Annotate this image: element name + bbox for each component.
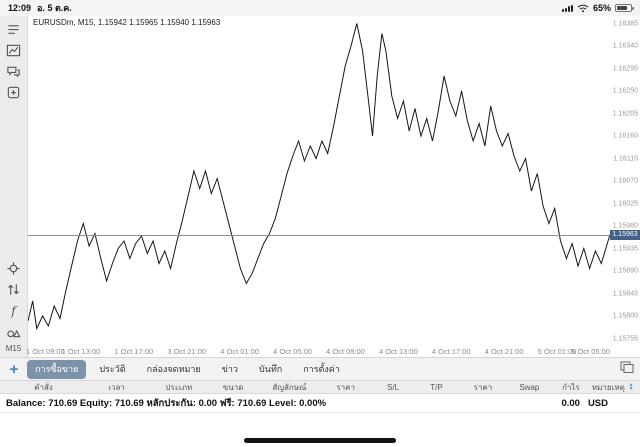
account-currency: USD xyxy=(587,397,608,409)
window-layout-icon[interactable] xyxy=(620,360,634,378)
column-header-2[interactable]: ประเภท xyxy=(165,382,193,392)
column-header-5[interactable]: ราคา xyxy=(336,382,355,392)
timeframe-label[interactable]: M15 xyxy=(5,344,22,353)
time-scale-label: 1 Oct 17:00 xyxy=(114,347,154,356)
chart-icon[interactable] xyxy=(3,40,25,61)
column-header-1[interactable]: เวลา xyxy=(108,382,125,392)
column-header-8[interactable]: ราคา xyxy=(473,382,493,392)
footer-area xyxy=(0,413,640,447)
crosshair-icon[interactable] xyxy=(3,258,25,279)
cellular-signal-icon xyxy=(561,4,573,12)
price-scale-label: 1.16295 xyxy=(612,65,638,72)
price-scale-label: 1.15890 xyxy=(612,267,638,275)
price-scale-label: 1.16340 xyxy=(612,42,638,50)
account-profit: 0.00 xyxy=(561,397,580,409)
price-scale-label: 1.15800 xyxy=(612,312,638,320)
account-summary-row: Balance: 710.69 Equity: 710.69 หลักประกั… xyxy=(0,394,640,413)
objects-icon[interactable] xyxy=(3,321,25,342)
column-header-0[interactable]: คำสั่ง xyxy=(34,382,53,392)
status-bar: 12:09 อ. 5 ต.ค. 65% xyxy=(0,0,640,16)
column-header-11[interactable]: หมายเหตุ xyxy=(591,382,625,392)
new-order-icon[interactable] xyxy=(3,82,25,103)
clock-date: อ. 5 ต.ค. xyxy=(37,3,72,13)
time-scale-label: 4 Oct 21:00 xyxy=(484,347,524,356)
column-header-3[interactable]: ขนาด xyxy=(222,382,244,392)
tab-mailbox[interactable]: กล่องจดหมาย xyxy=(146,364,201,374)
price-line-chart[interactable] xyxy=(28,16,610,346)
column-header-7[interactable]: T/P xyxy=(430,382,443,392)
time-scale-label: 4 Oct 05:00 xyxy=(273,347,312,356)
clock-time: 12:09 xyxy=(8,3,32,13)
time-scale-label: 3 Oct 21:00 xyxy=(167,347,207,356)
price-scale-label: 1.16025 xyxy=(612,200,638,207)
trade-table-header: คำสั่ง เวลา ประเภท ขนาด สัญลักษณ์ ราคา S/L T/P ร… xyxy=(0,380,640,394)
tab-trade[interactable]: การซื้อขาย xyxy=(27,359,87,379)
price-scale-label: 1.16205 xyxy=(612,110,638,117)
battery-icon xyxy=(615,4,634,12)
updown-arrows-icon[interactable] xyxy=(3,279,25,300)
price-scale-label: 1.16160 xyxy=(612,132,638,140)
time-scale-label: 1 Oct 13:00 xyxy=(61,347,101,356)
price-scale-label: 1.15935 xyxy=(612,245,638,252)
current-price-line xyxy=(28,234,610,236)
time-scale-label: 5 Oct 05:00 xyxy=(571,347,610,356)
time-scale-label: 4 Oct 17:00 xyxy=(431,347,471,356)
time-scale: 1 Oct 09:00 1 Oct 13:00 1 Oct 17:00 3 Oct 2… xyxy=(26,345,610,357)
tab-news[interactable]: ข่าว xyxy=(221,364,238,374)
price-scale-label: 1.16115 xyxy=(613,155,638,162)
battery-percent: 65% xyxy=(592,3,611,13)
column-header-6[interactable]: S/L xyxy=(387,382,400,392)
home-indicator[interactable] xyxy=(244,438,396,443)
tab-journal[interactable]: บันทึก xyxy=(258,364,283,374)
chat-icon[interactable] xyxy=(3,61,25,82)
time-scale-label: 1 Oct 09:00 xyxy=(26,347,65,356)
chart-ohlc-header: EURUSDm, M15, 1.15942 1.15965 1.15940 1.… xyxy=(33,18,221,27)
price-scale-label: 1.16070 xyxy=(612,177,638,185)
price-scale-label: 1.15845 xyxy=(612,290,638,297)
column-header-10[interactable]: กำไร xyxy=(562,382,580,392)
account-summary: Balance: 710.69 Equity: 710.69 หลักประกั… xyxy=(6,397,327,409)
tab-settings[interactable]: การตั้งค่า xyxy=(303,364,340,374)
current-price-badge: 1.15963 xyxy=(610,229,640,240)
price-chart[interactable]: EURUSDm, M15, 1.15942 1.15965 1.15940 1.… xyxy=(26,16,640,357)
quotes-icon[interactable] xyxy=(3,19,25,40)
left-toolbar: f M15 xyxy=(0,16,28,357)
bottom-toolbar: + การซื้อขาย ประวัติ กล่องจดหมาย ข่าว บั… xyxy=(0,358,640,380)
price-scale-label: 1.15755 xyxy=(612,335,638,342)
add-button[interactable]: + xyxy=(9,360,19,378)
column-header-4[interactable]: สัญลักษณ์ xyxy=(272,382,307,392)
column-header-9[interactable]: Swap xyxy=(519,382,540,392)
wifi-icon xyxy=(577,4,589,12)
sort-arrows-icon[interactable]: ▲ ▼ xyxy=(628,382,634,392)
time-scale-label: 5 Oct 01:00 xyxy=(537,347,577,356)
time-scale-label: 4 Oct 13:00 xyxy=(378,347,418,356)
time-scale-label: 4 Oct 01:00 xyxy=(220,347,260,356)
indicators-icon[interactable]: f xyxy=(11,303,16,318)
tab-history[interactable]: ประวัติ xyxy=(99,364,126,374)
price-scale-label: 1.15980 xyxy=(612,222,638,230)
price-scale: 1.16385 1.16340 1.16295 1.16250 1.16205 1.161… xyxy=(610,16,640,346)
time-scale-label: 4 Oct 09:00 xyxy=(326,347,365,356)
price-scale-label: 1.16385 xyxy=(612,20,638,27)
price-scale-label: 1.16250 xyxy=(612,87,638,95)
